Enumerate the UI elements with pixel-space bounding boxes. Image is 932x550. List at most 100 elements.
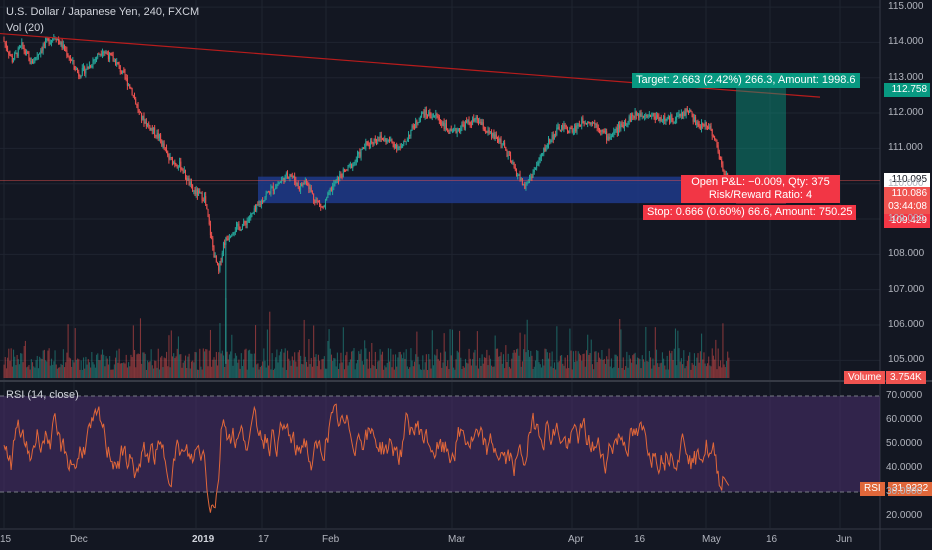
volume-bar [638,358,640,378]
volume-bar [52,364,54,378]
candle-body [502,142,504,144]
volume-bar [137,353,139,378]
volume-bar [113,364,115,378]
volume-bar [54,350,56,378]
volume-bar [60,363,62,378]
candle-body [568,130,570,134]
candle-body [500,139,502,145]
rsi-axis-tick: 60.0000 [886,414,923,425]
volume-bar [603,358,605,378]
volume-bar [120,363,123,378]
candle-body [698,123,700,127]
volume-bar [11,366,13,378]
candle-body [154,127,156,136]
volume-bar [179,354,181,378]
volume-bar [45,360,47,378]
volume-bar [67,324,69,378]
candle-body [23,47,25,52]
volume-bar [457,352,459,378]
candle-body [50,39,52,43]
volume-bar [164,358,166,378]
candle-body [290,174,292,176]
candle-body [190,182,192,186]
volume-bar [84,368,86,378]
candle-body [561,125,563,130]
stop-label[interactable]: Stop: 0.666 (0.60%) 66.6, Amount: 750.25 [643,205,857,220]
volume-bar [93,364,95,378]
volume-bar [399,351,401,378]
candle-body [480,121,482,125]
candle-body [674,119,676,122]
target-label[interactable]: Target: 2.663 (2.42%) 266.3, Amount: 199… [632,73,860,88]
candle-body [98,53,100,55]
candle-body [374,138,376,141]
volume-bar [166,351,168,378]
candle-body [594,122,596,125]
candle-body [463,124,465,129]
volume-bar [106,358,108,378]
volume-bar [149,361,151,378]
candle-body [601,129,603,132]
open-pnl-label[interactable]: Open P&L: −0.009, Qty: 375 [681,175,840,190]
volume-indicator-label[interactable]: Vol (20) [6,22,44,34]
volume-bar [237,362,239,378]
volume-bar [254,325,257,378]
candle-body [176,165,178,168]
volume-bar [41,359,43,378]
candle-body [7,48,9,52]
candle-body [5,44,7,49]
candle-body [224,242,226,246]
candle-body [268,191,270,193]
rsi-indicator-label[interactable]: RSI (14, close) [6,389,79,401]
volume-bar [326,368,328,378]
candle-body [361,147,363,150]
volume-bar [33,366,35,378]
candle-body [590,122,592,125]
volume-bar [438,360,440,378]
candle-body [45,39,47,45]
candle-body [273,189,275,191]
candle-body [474,119,476,122]
volume-bar [296,366,298,378]
volume-bar [631,362,633,378]
volume-bar [430,368,432,378]
time-axis-tick: Mar [448,534,466,545]
volume-bar [251,353,253,378]
candle-body [639,113,641,118]
candle-body [323,205,325,208]
volume-bar [599,357,601,378]
volume-bar [155,360,157,378]
volume-bar [80,360,82,378]
candle-body [4,41,6,45]
candle-body [60,41,62,45]
candle-body [372,142,374,144]
candle-body [476,116,478,120]
rsi-line [3,403,730,513]
candle-body [514,167,516,170]
volume-bar [558,361,560,378]
candle-body [494,134,496,140]
volume-bar [440,352,442,378]
candle-body [193,190,195,192]
volume-bar [419,369,421,378]
candle-body [378,139,380,141]
volume-bar [343,369,346,378]
volume-bar [640,368,642,378]
volume-bar [657,363,659,378]
volume-bar [692,364,694,378]
volume-bar [308,339,310,378]
volume-bar [711,348,713,378]
volume-bar [339,363,341,378]
candle-body [593,122,595,124]
candle-body [390,139,392,142]
volume-bar [295,361,297,378]
candle-body [75,69,77,71]
volume-bar [614,354,616,378]
volume-bar [46,361,48,378]
volume-bar [107,364,109,378]
volume-bar [270,369,272,378]
candle-body [359,152,361,157]
volume-bar [160,357,162,378]
volume-bar [651,368,653,378]
risk-reward-label[interactable]: Risk/Reward Ratio: 4 [681,188,840,203]
